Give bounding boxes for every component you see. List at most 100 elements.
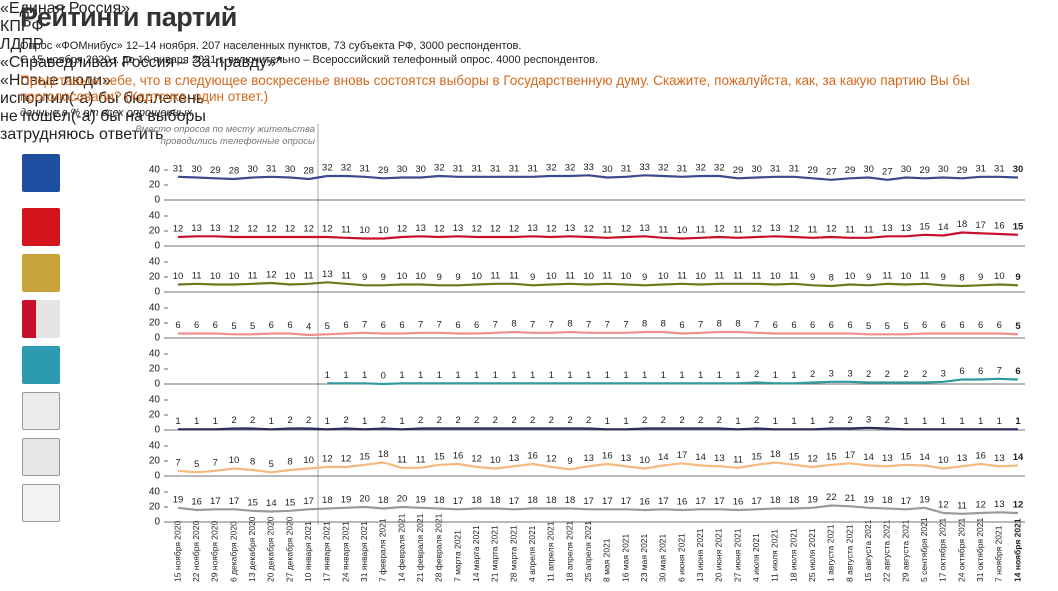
value-label: 32	[546, 163, 557, 174]
value-label: 1	[735, 370, 740, 381]
y-tick-label: 40	[149, 303, 161, 314]
value-label: 9	[567, 456, 572, 467]
x-tick-label: 1 августа 2021	[826, 524, 836, 582]
value-label: 2	[754, 415, 759, 426]
value-label: 2	[661, 415, 666, 426]
value-label: 15	[919, 221, 930, 232]
value-label: 1	[213, 416, 218, 427]
value-label: 10	[210, 271, 221, 282]
value-label: 2	[474, 415, 479, 426]
x-tick-label: 22 ноября 2020	[191, 521, 201, 582]
value-label: 7	[997, 365, 1002, 376]
value-label: 31	[527, 163, 538, 174]
value-label: 13	[415, 223, 426, 234]
value-label: 10	[938, 455, 949, 466]
value-label: 12	[975, 500, 986, 511]
x-tick-label: 20 декабря 2020	[266, 516, 276, 582]
value-label: 1	[791, 370, 796, 381]
value-label: 10	[229, 271, 240, 282]
value-label: 10	[415, 271, 426, 282]
value-label: 22	[826, 492, 837, 503]
x-tick-label: 8 мая 2021	[602, 538, 612, 582]
value-label: 11	[341, 270, 351, 281]
value-label: 13	[882, 453, 893, 464]
value-label: 15	[751, 451, 762, 462]
value-label: 2	[679, 415, 684, 426]
value-label: 12	[546, 224, 557, 235]
y-tick-label: 40	[149, 257, 161, 268]
y-tick-label: 0	[154, 333, 160, 344]
value-label: 8	[829, 273, 834, 284]
value-label: 14	[1013, 452, 1024, 463]
y-tick-label: 20	[149, 364, 161, 375]
value-label: 7	[623, 319, 628, 330]
value-label: 11	[845, 224, 855, 235]
value-label: 18	[322, 495, 333, 506]
value-label: 12	[341, 454, 352, 465]
series-line	[327, 377, 1019, 386]
series-line	[177, 281, 1019, 288]
value-label: 19	[173, 494, 184, 505]
x-tick-label: 27 декабря 2020	[284, 516, 294, 582]
value-label: 17	[583, 496, 594, 507]
value-label: 8	[287, 457, 292, 468]
value-label: 2	[250, 415, 255, 426]
value-label: 9	[530, 272, 535, 283]
value-label: 16	[639, 497, 650, 508]
value-label: 12	[1013, 500, 1024, 511]
subtitle: Опрос «ФОМнибус» 12–14 ноября. 207 насел…	[20, 40, 522, 52]
value-label: 1	[269, 416, 274, 427]
value-label: 12	[751, 224, 762, 235]
value-label: 10	[770, 271, 781, 282]
value-label: 1	[698, 370, 703, 381]
value-label: 10	[677, 225, 688, 236]
value-label: 13	[901, 223, 912, 234]
value-label: 19	[807, 494, 818, 505]
value-label: 2	[642, 415, 647, 426]
value-label: 11	[658, 224, 668, 235]
value-label: 2	[903, 369, 908, 380]
value-label: 12	[509, 224, 520, 235]
value-label: 10	[994, 271, 1005, 282]
value-label: 12	[322, 454, 333, 465]
value-label: 6	[978, 320, 983, 331]
value-label: 6	[773, 320, 778, 331]
value-label: 7	[605, 319, 610, 330]
value-label: 30	[415, 164, 426, 175]
series-label: не пошёл(-а) бы на выборы	[0, 108, 206, 125]
x-tick-label: 29 ноября 2020	[210, 521, 220, 582]
title: Рейтинги партий	[20, 2, 237, 32]
series-label: ЛДПР	[0, 36, 44, 53]
value-label: 10	[397, 271, 408, 282]
x-tick-label: 31 октября 2021	[975, 517, 985, 582]
value-label: 30	[191, 164, 202, 175]
value-label: 19	[919, 494, 930, 505]
value-label: 9	[455, 272, 460, 283]
value-label: 10	[695, 271, 706, 282]
value-label: 28	[303, 166, 314, 177]
value-label: 1	[437, 370, 442, 381]
value-label: 15	[434, 451, 445, 462]
value-label: 29	[957, 165, 968, 176]
x-tick-label: 17 октября 2021	[938, 518, 948, 583]
value-label: 11	[490, 270, 500, 281]
value-label: 17	[303, 496, 314, 507]
value-label: 31	[173, 163, 184, 174]
value-label: 16	[733, 497, 744, 508]
value-label: 12	[583, 224, 594, 235]
value-label: 32	[658, 163, 669, 174]
value-label: 12	[826, 224, 837, 235]
value-label: 1	[642, 370, 647, 381]
value-label: 17	[229, 496, 240, 507]
value-label: 12	[621, 224, 632, 235]
x-tick-label: 30 мая 2021	[658, 533, 668, 582]
value-label: 11	[509, 270, 519, 281]
subtitle: С 15 ноября 2020 г. до 10 января 2021 г.…	[20, 54, 599, 66]
icon	[22, 484, 60, 522]
question: Представьте себе, что в следующее воскре…	[20, 73, 970, 104]
value-label: 6	[941, 320, 946, 331]
value-label: 10	[471, 271, 482, 282]
value-label: 10	[845, 271, 856, 282]
value-label: 2	[829, 415, 834, 426]
